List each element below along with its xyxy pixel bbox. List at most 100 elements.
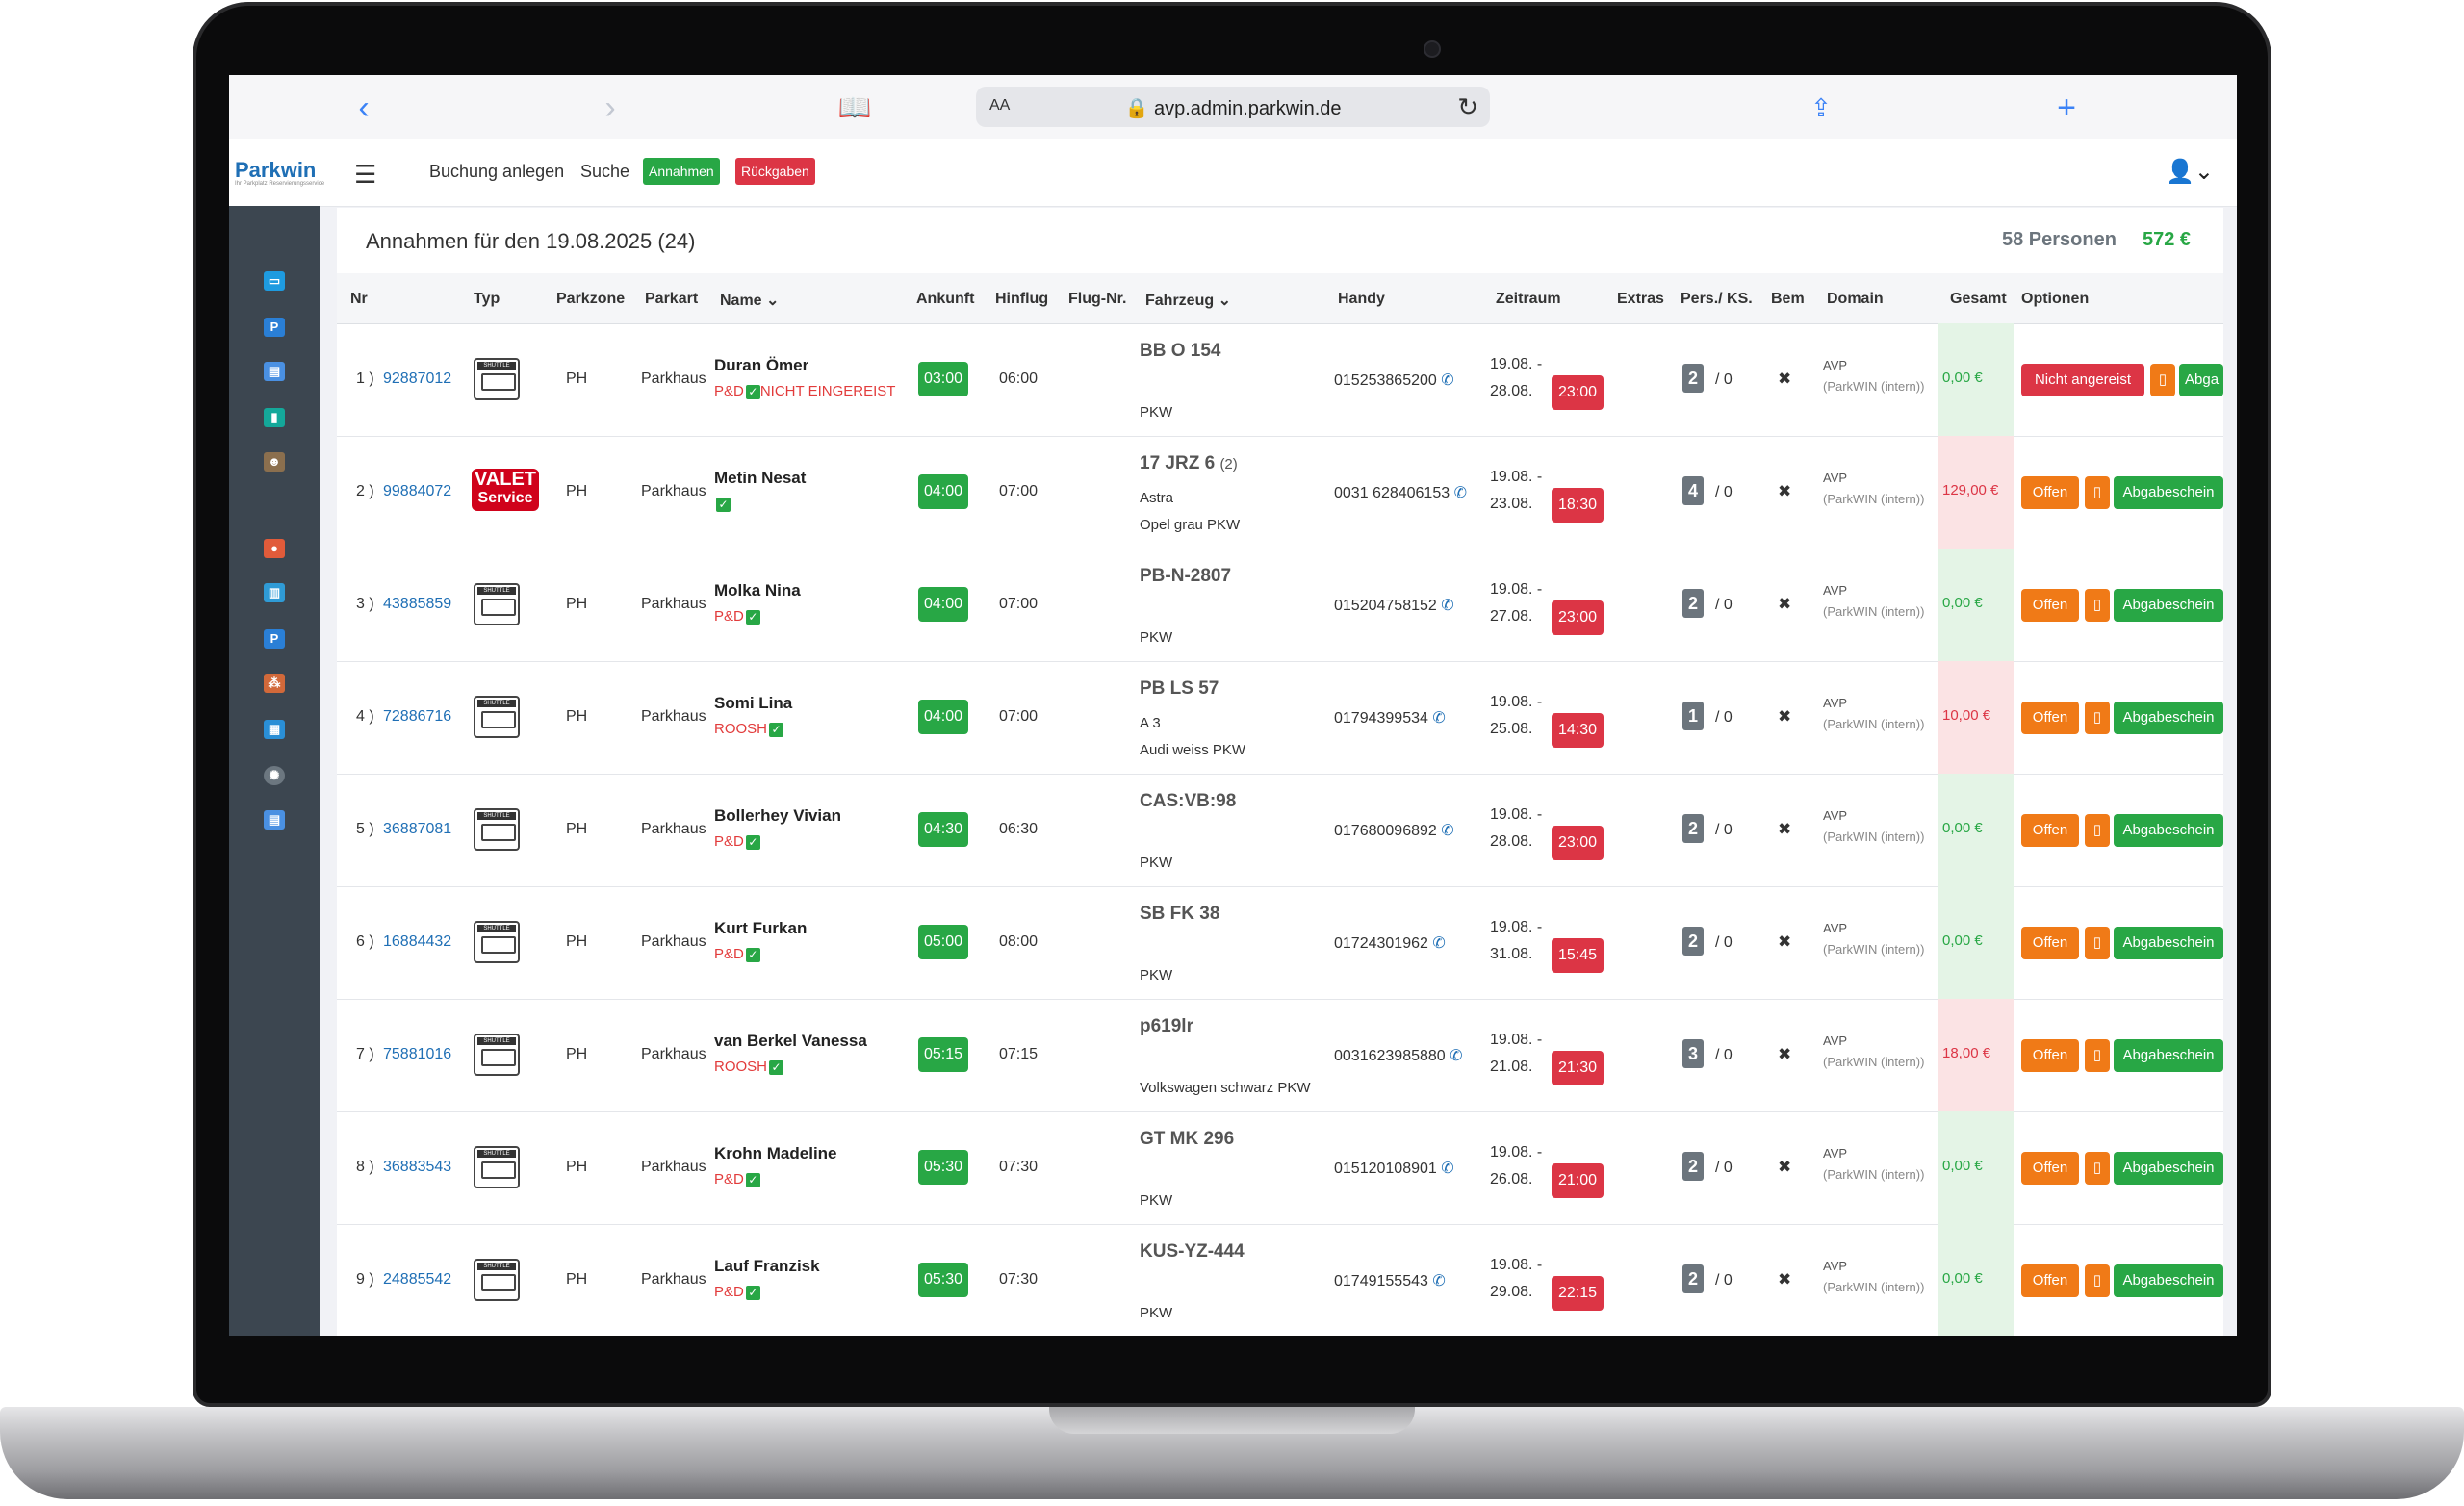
offen-button[interactable]: Offen [2021, 927, 2079, 959]
table-row[interactable]: 7 ) 75881016 SHUTTLE PH Parkhaus van Ber… [337, 999, 2223, 1112]
col-flugnr[interactable]: Flug-Nr. [1068, 291, 1127, 307]
col-parkart[interactable]: Parkart [645, 291, 699, 307]
nicht-angereist-button[interactable]: Nicht angereist [2021, 364, 2144, 396]
document-icon[interactable]: ▯ [2085, 589, 2110, 622]
phone-number[interactable]: 01794399534 ✆ [1334, 708, 1446, 727]
share-icon[interactable]: ⇪ [1810, 93, 1832, 122]
bookmarks-icon[interactable]: 📖 [837, 92, 872, 122]
remark-icon[interactable]: ✖ [1778, 707, 1792, 726]
forward-icon[interactable]: › [604, 89, 616, 126]
remark-icon[interactable]: ✖ [1778, 820, 1792, 838]
nav-rueckgaben[interactable]: Rückgaben [735, 158, 815, 185]
remark-icon[interactable]: ✖ [1778, 1158, 1792, 1176]
col-nr[interactable]: Nr [350, 291, 368, 307]
sidebar-chart-icon[interactable]: ▥ [264, 583, 285, 602]
offen-button[interactable]: Offen [2021, 1264, 2079, 1297]
booking-number-link[interactable]: 72886716 [383, 708, 452, 725]
col-handy[interactable]: Handy [1338, 291, 1385, 307]
sidebar-car-icon[interactable]: ● [264, 539, 285, 558]
abgabeschein-button[interactable]: Abgabeschein [2114, 927, 2223, 959]
col-zeitraum[interactable]: Zeitraum [1496, 291, 1561, 307]
booking-number-link[interactable]: 16884432 [383, 933, 452, 950]
table-row[interactable]: 9 ) 24885542 SHUTTLE PH Parkhaus Lauf Fr… [337, 1224, 2223, 1336]
table-row[interactable]: 2 ) 99884072 VALET Service PH Parkhaus Me… [337, 436, 2223, 549]
booking-number-link[interactable]: 43885859 [383, 596, 452, 612]
phone-number[interactable]: 015204758152 ✆ [1334, 596, 1454, 615]
remark-icon[interactable]: ✖ [1778, 482, 1792, 500]
sidebar-file-icon[interactable]: ▤ [264, 810, 285, 830]
sidebar-parking-icon[interactable]: P [264, 318, 285, 337]
col-extras[interactable]: Extras [1617, 291, 1664, 307]
col-optionen[interactable]: Optionen [2021, 291, 2090, 307]
booking-number-link[interactable]: 36883543 [383, 1159, 452, 1175]
abgabeschein-button[interactable]: Abgabeschein [2114, 814, 2223, 847]
abgabeschein-button[interactable]: Abgabeschein [2114, 1039, 2223, 1072]
col-pers[interactable]: Pers./ KS. [1681, 291, 1753, 307]
phone-number[interactable]: 015253865200 ✆ [1334, 370, 1454, 390]
col-typ[interactable]: Typ [474, 291, 500, 307]
booking-number-link[interactable]: 99884072 [383, 483, 452, 499]
document-icon[interactable]: ▯ [2085, 927, 2110, 959]
document-icon[interactable]: ▯ [2085, 702, 2110, 734]
offen-button[interactable]: Offen [2021, 476, 2079, 509]
abgabeschein-button[interactable]: Abgabeschein [2114, 1264, 2223, 1297]
remark-icon[interactable]: ✖ [1778, 1045, 1792, 1063]
document-icon[interactable]: ▯ [2085, 1039, 2110, 1072]
abgabeschein-button[interactable]: Abga [2179, 364, 2223, 396]
offen-button[interactable]: Offen [2021, 1039, 2079, 1072]
table-row[interactable]: 6 ) 16884432 SHUTTLE PH Parkhaus Kurt Fu… [337, 886, 2223, 1000]
reader-icon[interactable]: AA [989, 97, 1011, 114]
booking-number-link[interactable]: 92887012 [383, 370, 452, 387]
abgabeschein-button[interactable]: Abgabeschein [2114, 1152, 2223, 1185]
phone-number[interactable]: 01749155543 ✆ [1334, 1271, 1446, 1290]
sidebar-settings-icon[interactable]: ✺ [264, 766, 285, 785]
url-bar[interactable]: AA 🔒 avp.admin.parkwin.de ↻ [976, 87, 1490, 127]
remark-icon[interactable]: ✖ [1778, 370, 1792, 388]
sidebar-calculator-icon[interactable]: ▦ [264, 720, 285, 739]
col-hinflug[interactable]: Hinflug [995, 291, 1049, 307]
document-icon[interactable]: ▯ [2085, 476, 2110, 509]
nav-buchung-anlegen[interactable]: Buchung anlegen [429, 162, 565, 181]
col-gesamt[interactable]: Gesamt [1950, 291, 2007, 307]
sidebar-user-icon[interactable]: ☻ [264, 452, 285, 472]
offen-button[interactable]: Offen [2021, 589, 2079, 622]
sidebar-network-icon[interactable]: ⁂ [264, 674, 285, 693]
new-tab-icon[interactable]: + [2057, 89, 2076, 126]
booking-number-link[interactable]: 24885542 [383, 1271, 452, 1288]
table-row[interactable]: 4 ) 72886716 SHUTTLE PH Parkhaus Somi Li… [337, 661, 2223, 775]
document-icon[interactable]: ▯ [2150, 364, 2175, 396]
col-ankunft[interactable]: Ankunft [916, 291, 975, 307]
user-menu-icon[interactable]: 👤⌄ [2166, 159, 2214, 185]
remark-icon[interactable]: ✖ [1778, 595, 1792, 613]
offen-button[interactable]: Offen [2021, 1152, 2079, 1185]
nav-suche[interactable]: Suche [580, 162, 630, 181]
booking-number-link[interactable]: 36887081 [383, 821, 452, 837]
menu-icon[interactable]: ☰ [354, 160, 377, 189]
parkwin-logo[interactable]: Parkwin Ihr Parkplatz Reservierungsservic… [235, 158, 324, 187]
nav-annahmen[interactable]: Annahmen [643, 158, 720, 185]
table-row[interactable]: 5 ) 36887081 SHUTTLE PH Parkhaus Bollerh… [337, 774, 2223, 887]
sidebar-parking2-icon[interactable]: P [264, 629, 285, 649]
phone-number[interactable]: 0031623985880 ✆ [1334, 1046, 1463, 1065]
col-bem[interactable]: Bem [1771, 291, 1805, 307]
booking-number-link[interactable]: 75881016 [383, 1046, 452, 1062]
phone-number[interactable]: 0031 628406153 ✆ [1334, 483, 1467, 502]
document-icon[interactable]: ▯ [2085, 1152, 2110, 1185]
offen-button[interactable]: Offen [2021, 702, 2079, 734]
reload-icon[interactable]: ↻ [1457, 92, 1478, 121]
sidebar-book-icon[interactable]: ▮ [264, 408, 285, 427]
sidebar-wallet-icon[interactable]: ▭ [264, 271, 285, 291]
sidebar-document-icon[interactable]: ▤ [264, 362, 285, 381]
abgabeschein-button[interactable]: Abgabeschein [2114, 702, 2223, 734]
remark-icon[interactable]: ✖ [1778, 932, 1792, 951]
back-icon[interactable]: ‹ [358, 89, 370, 126]
table-row[interactable]: 1 ) 92887012 SHUTTLE PH Parkhaus Duran Ö… [337, 323, 2223, 437]
document-icon[interactable]: ▯ [2085, 1264, 2110, 1297]
col-parkzone[interactable]: Parkzone [556, 291, 626, 307]
table-row[interactable]: 3 ) 43885859 SHUTTLE PH Parkhaus Molka N… [337, 549, 2223, 662]
abgabeschein-button[interactable]: Abgabeschein [2114, 589, 2223, 622]
phone-number[interactable]: 01724301962 ✆ [1334, 933, 1446, 953]
table-row[interactable]: 8 ) 36883543 SHUTTLE PH Parkhaus Krohn M… [337, 1111, 2223, 1225]
phone-number[interactable]: 015120108901 ✆ [1334, 1159, 1454, 1178]
phone-number[interactable]: 017680096892 ✆ [1334, 821, 1454, 840]
